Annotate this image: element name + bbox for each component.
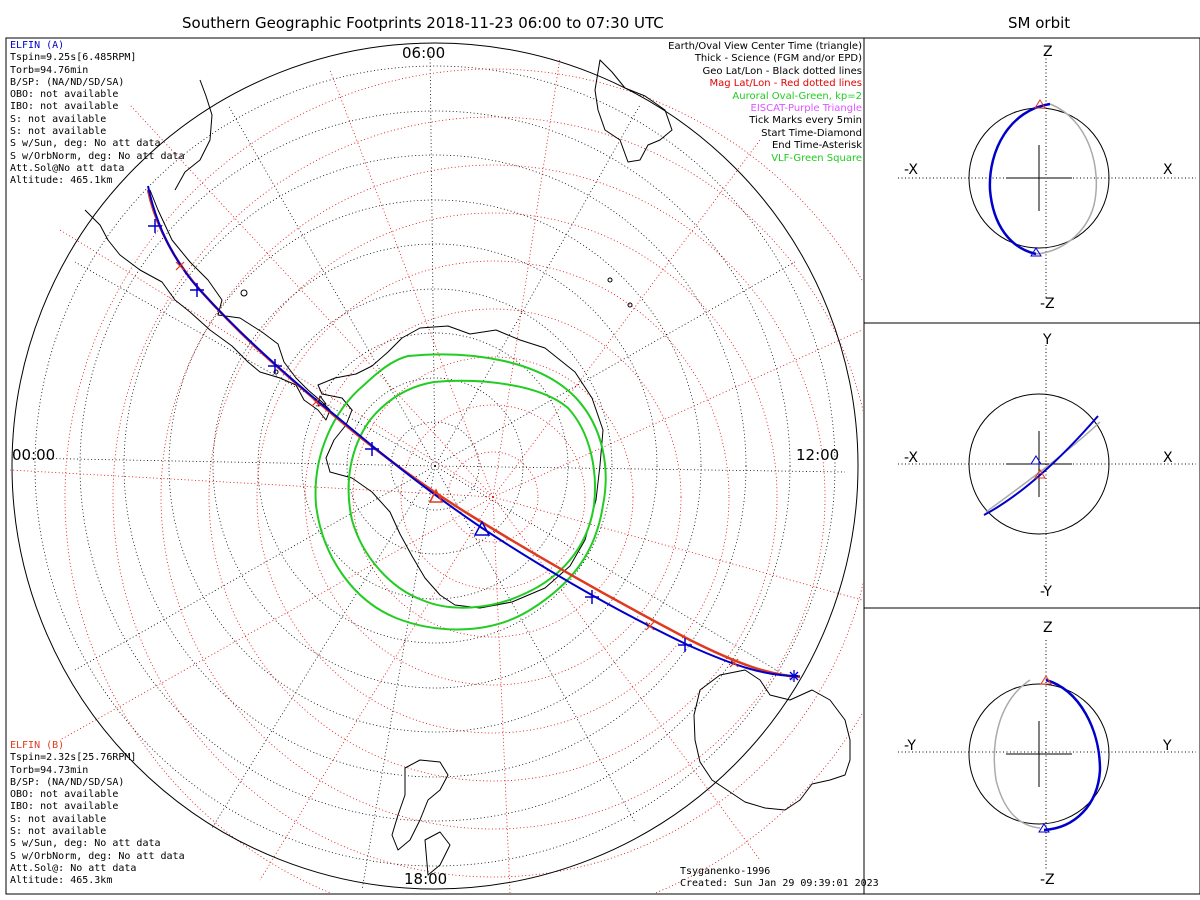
sm-2-down: -Y — [1040, 584, 1052, 600]
elfin-a-line: S w/OrbNorm, deg: No att data — [10, 150, 185, 162]
elfin-a-line: S w/Sun, deg: No att data — [10, 138, 161, 150]
created-label: Created: Sun Jan 29 09:39:01 2023 — [680, 878, 879, 890]
elfin-b-line: Torb=94.73min — [10, 764, 89, 776]
clock-label-left: 00:00 — [12, 446, 56, 464]
clock-label-right: 12:00 — [796, 446, 840, 464]
elfin-b-ticks — [175, 261, 739, 668]
elfin-a-center-triangle — [473, 520, 491, 536]
elfin-a-line: B/SP: (NA/ND/SD/SA) — [10, 76, 125, 88]
sm-1-left: -X — [904, 162, 918, 178]
auroral-oval — [314, 353, 607, 631]
elfin-a-line: Tspin=9.25s[6.485RPM] — [10, 52, 137, 64]
sm-3-left: -Y — [904, 738, 916, 754]
sm-frame — [863, 37, 1200, 895]
legend-item: Mag Lat/Lon - Red dotted lines — [709, 78, 862, 90]
sm-3-up: Z — [1043, 620, 1053, 636]
elfin-b-name: ELFIN (B) — [10, 740, 65, 751]
mag-grid — [9, 57, 863, 893]
elfin-a-ticks — [148, 219, 692, 652]
elfin-a-track — [147, 185, 799, 677]
sm-3-down: -Z — [1040, 872, 1055, 888]
legend-item: EISCAT-Purple Triangle — [750, 103, 863, 115]
model-label: Tsyganenko-1996 — [680, 866, 771, 877]
earth-limb — [11, 42, 859, 890]
elfin-a-name: ELFIN (A) — [10, 40, 65, 51]
sm-1-down: -Z — [1040, 296, 1055, 312]
elfin-a-line: IBO: not available — [10, 101, 119, 113]
elfin-b-line: S: not available — [10, 813, 107, 825]
sm-1-right: X — [1163, 162, 1173, 178]
clock-label-bottom: 18:00 — [404, 870, 448, 888]
footer: Tsyganenko-1996 Created: Sun Jan 29 09:3… — [680, 866, 879, 891]
elfin-b-line: IBO: not available — [10, 801, 119, 813]
legend-item: Geo Lat/Lon - Black dotted lines — [702, 65, 862, 77]
elfin-b-line: Altitude: 465.3km — [10, 875, 113, 887]
elfin-b-line: OBO: not available — [10, 789, 119, 801]
clock-label-top: 06:00 — [402, 44, 446, 62]
elfin-a-line: Torb=94.76min — [10, 64, 89, 76]
sm-2-left: -X — [904, 450, 918, 466]
elfin-b-line: S: not available — [10, 826, 107, 838]
sm-2-up: Y — [1043, 332, 1052, 348]
legend-item: End Time-Asterisk — [771, 140, 862, 152]
sm-panel-1 — [898, 55, 1196, 300]
elfin-a-line: OBO: not available — [10, 89, 119, 101]
sm-panel-3 — [898, 640, 1196, 870]
elfin-b-line: S w/Sun, deg: No att data — [10, 838, 161, 850]
elfin-b-track — [146, 189, 801, 679]
main-title: Southern Geographic Footprints 2018-11-2… — [182, 14, 664, 32]
legend-item: Auroral Oval-Green, kp=2 — [732, 90, 862, 102]
sm-1-up: Z — [1043, 44, 1053, 60]
elfin-b-line: Tspin=2.32s[25.76RPM] — [10, 752, 137, 764]
legend-item: Earth/Oval View Center Time (triangle) — [668, 41, 862, 52]
legend-item: Tick Marks every 5min — [749, 115, 862, 127]
elfin-a-info: ELFIN (A) Tspin=9.25s[6.485RPM] Torb=94.… — [10, 40, 185, 188]
elfin-a-line: Att.Sol@No att data — [10, 162, 125, 174]
sm-3-right: Y — [1163, 738, 1172, 754]
elfin-b-line: B/SP: (NA/ND/SD/SA) — [10, 776, 125, 788]
elfin-a-line: S: not available — [10, 113, 107, 125]
sm-2-right: X — [1163, 450, 1173, 466]
geo-grid — [21, 49, 846, 891]
legend: Earth/Oval View Center Time (triangle) T… — [668, 41, 862, 165]
legend-item: Start Time-Diamond — [761, 127, 862, 139]
elfin-b-center-triangle — [428, 488, 444, 503]
legend-item: Thick - Science (FGM and/or EPD) — [694, 53, 862, 65]
elfin-b-info: ELFIN (B) Tspin=2.32s[25.76RPM] Torb=94.… — [10, 740, 185, 888]
elfin-a-line: S: not available — [10, 126, 107, 138]
sm-orbit-title: SM orbit — [1008, 14, 1071, 32]
legend-item: VLF-Green Square — [771, 152, 862, 164]
elfin-a-line: Altitude: 465.1km — [10, 175, 113, 187]
elfin-b-line: Att.Sol@: No att data — [10, 862, 137, 874]
elfin-b-line: S w/OrbNorm, deg: No att data — [10, 850, 185, 862]
coastlines — [84, 59, 851, 876]
end-asterisk — [788, 670, 800, 682]
sm-panel-2 — [898, 345, 1196, 588]
